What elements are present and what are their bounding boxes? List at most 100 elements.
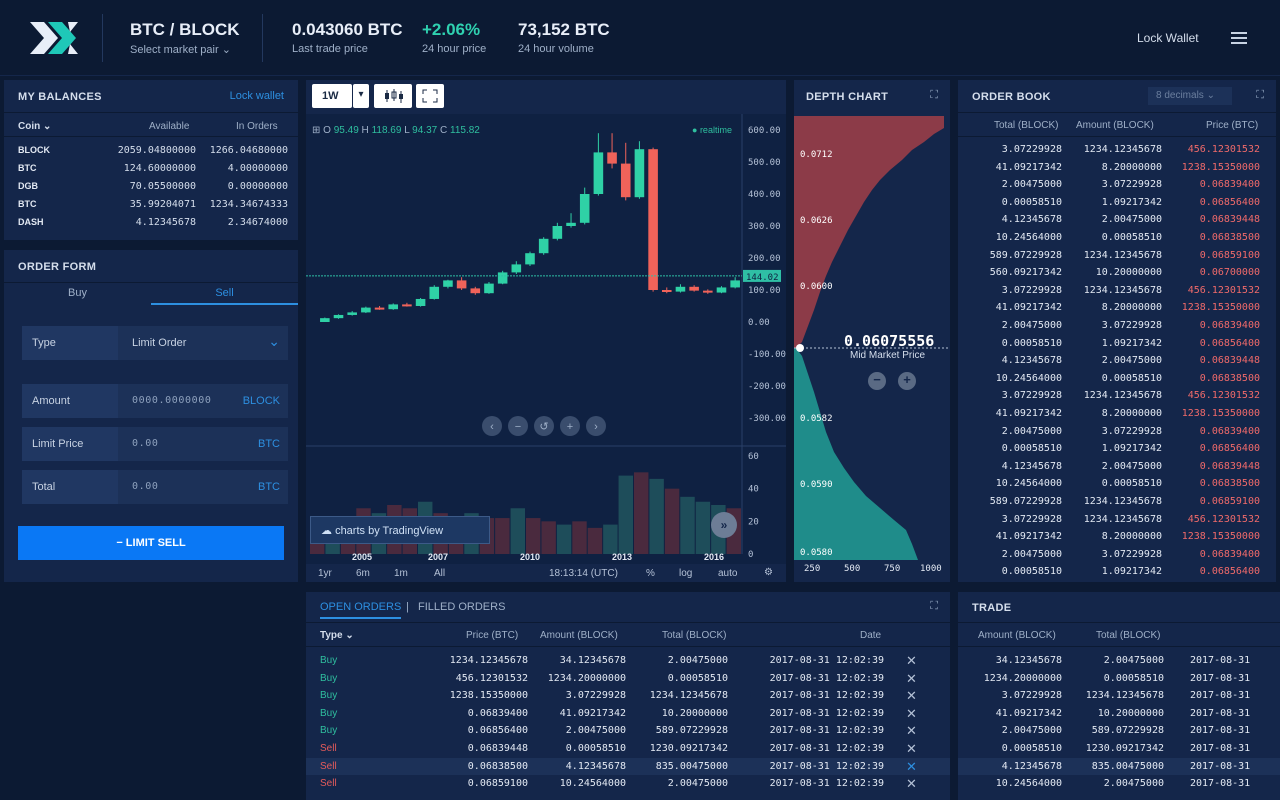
candlestick-chart[interactable]: 144.02600.00500.00400.00300.00200.00100.… — [306, 114, 786, 582]
balance-row[interactable]: BTC 35.99204071 1234.34674333 — [4, 196, 298, 214]
limit-price-field[interactable]: Limit Price 0.00 BTC — [22, 427, 288, 461]
ob-total: 3.07229928 — [1001, 284, 1062, 296]
balance-row[interactable]: DGB 70.05500000 0.00000000 — [4, 178, 298, 196]
order-book-row[interactable]: 10.24564000 0.00058510 0.06838500 — [958, 229, 1276, 246]
tab-filled-orders[interactable]: FILLED ORDERS — [418, 601, 506, 613]
order-book-row[interactable]: 3.07229928 1234.12345678 456.12301532 — [958, 511, 1276, 528]
trade-row[interactable]: 4.12345678 835.00475000 2017-08-31 — [958, 757, 1280, 775]
type-column-header[interactable]: Type ⌄ — [320, 630, 354, 641]
balance-row[interactable]: BLOCK 2059.04800000 1266.04680000 — [4, 142, 298, 160]
decimals-select[interactable]: 8 decimals ⌄ — [1148, 87, 1232, 105]
order-row[interactable]: Buy 0.06856400 2.00475000 589.07229928 2017-… — [306, 722, 950, 739]
auto-toggle[interactable]: auto — [718, 568, 738, 579]
order-book-row[interactable]: 589.07229928 1234.12345678 0.06859100 — [958, 493, 1276, 510]
order-row[interactable]: Buy 1238.15350000 3.07229928 1234.12345678 2… — [306, 687, 950, 704]
order-book-row[interactable]: 589.07229928 1234.12345678 0.06859100 — [958, 247, 1276, 264]
order-row[interactable]: Sell 0.06838500 4.12345678 835.00475000 2017… — [306, 757, 950, 775]
lock-wallet-link[interactable]: Lock wallet — [229, 90, 284, 102]
ob-total: 4.12345678 — [1001, 214, 1062, 226]
cancel-order-icon[interactable]: ✕ — [906, 653, 917, 668]
trade-row[interactable]: 3.07229928 1234.12345678 2017-08-31 — [958, 687, 1280, 704]
range-1m[interactable]: 1m — [394, 568, 408, 579]
amount-input[interactable]: 0000.0000000 — [132, 395, 212, 406]
order-book-row[interactable]: 4.12345678 2.00475000 0.06839448 — [958, 352, 1276, 369]
interval-select[interactable]: 1W — [312, 84, 352, 108]
cancel-order-icon[interactable]: ✕ — [906, 688, 917, 704]
tab-buy[interactable]: Buy — [68, 287, 87, 299]
order-book-row[interactable]: 560.09217342 10.20000000 0.06700000 — [958, 264, 1276, 281]
order-book-row[interactable]: 41.09217342 8.20000000 1238.15350000 — [958, 528, 1276, 545]
order-row[interactable]: Buy 1234.12345678 34.12345678 2.00475000 201… — [306, 652, 950, 669]
fullscreen-icon[interactable]: ⛶ — [930, 600, 938, 612]
cancel-order-icon[interactable]: ✕ — [906, 758, 917, 774]
order-book-row[interactable]: 41.09217342 8.20000000 1238.15350000 — [958, 405, 1276, 422]
balance-row[interactable]: BTC 124.60000000 4.00000000 — [4, 160, 298, 178]
order-book-row[interactable]: 2.00475000 3.07229928 0.06839400 — [958, 546, 1276, 563]
trade-row[interactable]: 1234.20000000 0.00058510 2017-08-31 — [958, 670, 1280, 687]
order-book-row[interactable]: 3.07229928 1234.12345678 456.12301532 — [958, 141, 1276, 158]
order-row[interactable]: Sell 0.06839448 0.00058510 1230.09217342 201… — [306, 740, 950, 757]
order-row[interactable]: Sell 0.06859100 10.24564000 2.00475000 2017-… — [306, 775, 950, 792]
cancel-order-icon[interactable]: ✕ — [906, 670, 917, 686]
trade-row[interactable]: 41.09217342 10.20000000 2017-08-31 — [958, 705, 1280, 722]
trade-row[interactable]: 34.12345678 2.00475000 2017-08-31 — [958, 652, 1280, 669]
range-1yr[interactable]: 1yr — [318, 568, 332, 579]
trade-row[interactable]: 10.24564000 2.00475000 2017-08-31 — [958, 775, 1280, 792]
fullscreen-icon[interactable]: ⛶ — [1256, 89, 1264, 101]
fullscreen-icon[interactable]: ⛶ — [930, 89, 938, 101]
total-input[interactable]: 0.00 — [132, 481, 159, 492]
order-book-row[interactable]: 3.07229928 1234.12345678 456.12301532 — [958, 282, 1276, 299]
type-select[interactable]: Type Limit Order ⌄ — [22, 326, 288, 360]
order-row[interactable]: Buy 0.06839400 41.09217342 10.20000000 2017-… — [306, 705, 950, 722]
order-book-row[interactable]: 4.12345678 2.00475000 0.06839448 — [958, 458, 1276, 475]
zoom-in-button[interactable]: + — [898, 372, 916, 390]
cancel-order-icon[interactable]: ✕ — [906, 705, 917, 721]
settings-icon[interactable]: ⚙ — [764, 567, 773, 578]
tab-open-orders[interactable]: OPEN ORDERS — [320, 601, 402, 619]
log-toggle[interactable]: log — [679, 568, 693, 579]
total-field[interactable]: Total 0.00 BTC — [22, 470, 288, 504]
trade-row[interactable]: 2.00475000 589.07229928 2017-08-31 — [958, 722, 1280, 739]
tab-sell[interactable]: Sell — [151, 283, 298, 305]
cancel-order-icon[interactable]: ✕ — [906, 776, 917, 792]
candle-body — [689, 286, 699, 291]
cancel-order-icon[interactable]: ✕ — [906, 741, 917, 756]
candle-style-icon[interactable] — [374, 84, 412, 108]
order-book-row[interactable]: 10.24564000 0.00058510 0.06838500 — [958, 370, 1276, 387]
fullscreen-icon[interactable] — [416, 84, 444, 108]
order-book-row[interactable]: 0.00058510 1.09217342 0.06856400 — [958, 563, 1276, 580]
order-book-row[interactable]: 3.07229928 1234.12345678 456.12301532 — [958, 387, 1276, 404]
order-book-row[interactable]: 10.24564000 0.00058510 0.06838500 — [958, 475, 1276, 492]
order-row[interactable]: Buy 456.12301532 1234.20000000 0.00058510 20… — [306, 670, 950, 687]
order-book-row[interactable]: 4.12345678 2.00475000 0.06839448 — [958, 211, 1276, 228]
range-6m[interactable]: 6m — [356, 568, 370, 579]
zoom-out-button[interactable]: − — [868, 372, 886, 390]
trade-row[interactable]: 0.00058510 1230.09217342 2017-08-31 — [958, 740, 1280, 757]
order-book-row[interactable]: 2.00475000 3.07229928 0.06839400 — [958, 176, 1276, 193]
amount-field[interactable]: Amount 0000.0000000 BLOCK — [22, 384, 288, 418]
range-all[interactable]: All — [434, 568, 446, 579]
balance-row[interactable]: DASH 4.12345678 2.34674000 — [4, 214, 298, 232]
limit-price-input[interactable]: 0.00 — [132, 438, 159, 449]
market-pair[interactable]: BTC / BLOCK — [130, 20, 240, 39]
order-book-row[interactable]: 2.00475000 3.07229928 0.06839400 — [958, 317, 1276, 334]
menu-icon[interactable] — [1231, 32, 1247, 44]
percent-toggle[interactable]: % — [646, 568, 655, 579]
order-book-row[interactable]: 2.00475000 3.07229928 0.06839400 — [958, 423, 1276, 440]
select-market-pair[interactable]: Select market pair ⌄ — [130, 44, 231, 56]
chevron-down-icon[interactable]: ▾ — [353, 84, 369, 108]
coin-column-header[interactable]: Coin ⌄ — [18, 121, 52, 132]
depth-chart[interactable] — [794, 116, 950, 560]
limit-sell-button[interactable]: − LIMIT SELL — [18, 526, 284, 560]
order-book-row[interactable]: 41.09217342 8.20000000 1238.15350000 — [958, 299, 1276, 316]
scroll-to-realtime-button[interactable]: » — [711, 512, 737, 538]
lock-wallet-button[interactable]: Lock Wallet — [1137, 31, 1199, 45]
order-book-row[interactable]: 0.00058510 1.09217342 0.06856400 — [958, 440, 1276, 457]
expand-icon[interactable]: ⊞ — [312, 125, 321, 136]
ob-amount: 1.09217342 — [1101, 443, 1162, 455]
order-book-row[interactable]: 0.00058510 1.09217342 0.06856400 — [958, 194, 1276, 211]
order-book-row[interactable]: 41.09217342 8.20000000 1238.15350000 — [958, 159, 1276, 176]
y-tick-label: 300.00 — [748, 222, 781, 232]
cancel-order-icon[interactable]: ✕ — [906, 723, 917, 739]
order-book-row[interactable]: 0.00058510 1.09217342 0.06856400 — [958, 335, 1276, 352]
